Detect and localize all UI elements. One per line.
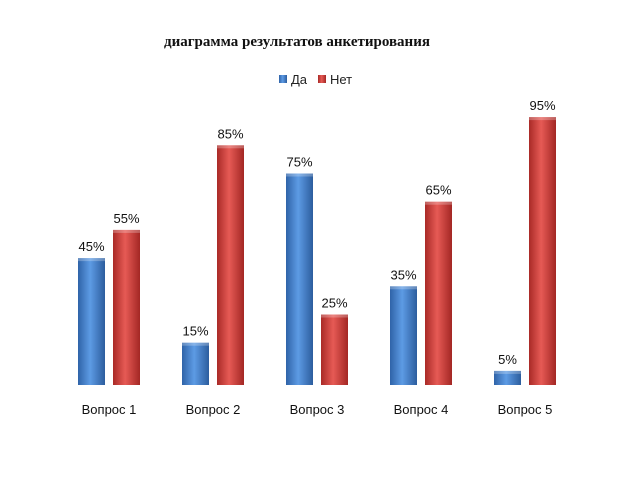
data-label-net-4: 65% xyxy=(425,183,451,198)
bar-highlight-da-4 xyxy=(390,286,417,290)
x-tick-label-3: Вопрос 3 xyxy=(290,402,345,417)
data-label-da-4: 35% xyxy=(390,267,416,282)
data-labels-layer: 45% 55% 15% 85% 75% 25% 35% 65% 5% 95% xyxy=(78,98,555,367)
data-label-net-2: 85% xyxy=(217,126,243,141)
bar-highlight-net-2 xyxy=(217,145,244,149)
legend: Да Нет xyxy=(279,72,352,87)
bar-net-3 xyxy=(321,314,348,385)
data-label-da-3: 75% xyxy=(286,155,312,170)
chart-title: диаграмма результатов анкетирования xyxy=(164,34,430,50)
bar-da-3 xyxy=(286,173,313,385)
legend-label-da: Да xyxy=(291,72,308,87)
x-tick-label-2: Вопрос 2 xyxy=(186,402,241,417)
bar-net-1 xyxy=(113,229,140,385)
legend-swatch-net xyxy=(318,75,326,83)
bar-net-4 xyxy=(425,201,452,385)
bar-highlight-da-5 xyxy=(494,370,521,374)
data-label-da-5: 5% xyxy=(498,352,517,367)
bar-net-5 xyxy=(529,117,556,385)
bar-highlight-net-5 xyxy=(529,117,556,121)
data-label-da-2: 15% xyxy=(182,324,208,339)
bars-layer xyxy=(78,117,556,385)
bar-da-2 xyxy=(182,342,209,385)
bar-highlight-da-3 xyxy=(286,173,313,177)
bar-highlight-net-4 xyxy=(425,201,452,205)
bar-net-2 xyxy=(217,145,244,385)
legend-label-net: Нет xyxy=(330,72,352,87)
x-tick-label-4: Вопрос 4 xyxy=(394,402,449,417)
bar-da-5 xyxy=(494,370,521,385)
data-label-da-1: 45% xyxy=(78,239,104,254)
bar-highlight-net-3 xyxy=(321,314,348,318)
legend-swatch-da xyxy=(279,75,287,83)
data-label-net-5: 95% xyxy=(529,98,555,113)
bar-highlight-net-1 xyxy=(113,229,140,233)
data-label-net-3: 25% xyxy=(321,296,347,311)
x-axis-ticks: Вопрос 1 Вопрос 2 Вопрос 3 Вопрос 4 Вопрос 5 xyxy=(82,402,553,417)
bar-highlight-da-1 xyxy=(78,258,105,262)
x-tick-label-1: Вопрос 1 xyxy=(82,402,137,417)
bar-highlight-da-2 xyxy=(182,342,209,346)
bar-da-1 xyxy=(78,258,105,385)
x-tick-label-5: Вопрос 5 xyxy=(498,402,553,417)
data-label-net-1: 55% xyxy=(113,211,139,226)
bar-da-4 xyxy=(390,286,417,385)
